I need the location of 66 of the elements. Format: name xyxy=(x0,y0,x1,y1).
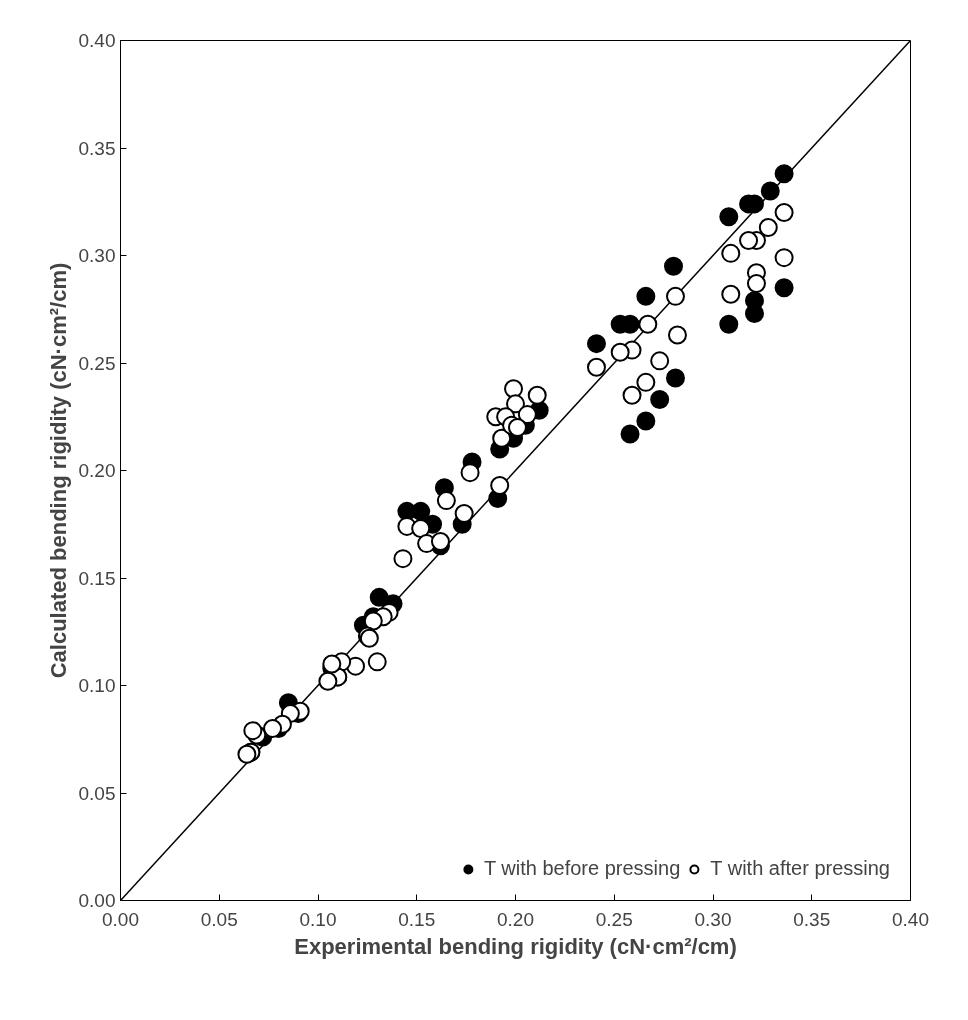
point xyxy=(665,368,685,388)
point xyxy=(758,218,778,238)
point xyxy=(318,671,338,691)
point xyxy=(739,230,759,250)
point xyxy=(636,411,656,431)
point xyxy=(719,207,739,227)
point xyxy=(454,504,474,523)
x-tick-label: 0.15 xyxy=(398,908,436,930)
point xyxy=(744,304,764,324)
point xyxy=(721,284,741,304)
y-tick-label: 0.40 xyxy=(78,30,116,51)
point xyxy=(411,519,431,539)
point xyxy=(586,357,606,377)
y-tick-label: 0.30 xyxy=(78,245,116,266)
point xyxy=(760,181,780,201)
x-tick-label: 0.35 xyxy=(793,908,831,930)
point xyxy=(664,256,683,276)
y-tick-label: 0.10 xyxy=(78,675,116,696)
x-tick-label: 0.00 xyxy=(102,908,139,930)
point xyxy=(650,390,670,410)
y-tick-label: 0.00 xyxy=(78,890,116,911)
point xyxy=(622,385,642,405)
point xyxy=(636,286,656,306)
point xyxy=(369,587,389,607)
point xyxy=(620,424,640,444)
point xyxy=(746,273,766,293)
point xyxy=(610,342,630,362)
point xyxy=(665,286,685,306)
point xyxy=(586,334,606,354)
x-tick-label: 0.05 xyxy=(200,908,238,930)
point xyxy=(774,203,794,222)
point xyxy=(507,418,527,437)
y-tick-label: 0.25 xyxy=(78,352,116,374)
point xyxy=(527,385,547,405)
x-tick-label: 0.20 xyxy=(497,908,534,930)
y-tick-label: 0.05 xyxy=(78,782,116,804)
point xyxy=(460,463,480,483)
point xyxy=(436,491,456,511)
point xyxy=(721,243,741,263)
y-tick-label: 0.20 xyxy=(78,460,116,481)
point xyxy=(650,351,670,371)
point xyxy=(719,314,739,334)
point xyxy=(667,325,687,345)
point xyxy=(517,405,537,425)
x-tick-label: 0.40 xyxy=(892,908,929,930)
point xyxy=(490,476,510,496)
x-axis-title: Experimental bending rigidity (cN·cm²/cm) xyxy=(294,933,737,959)
point xyxy=(393,549,413,569)
point xyxy=(263,719,283,738)
x-tick-label: 0.10 xyxy=(299,908,337,930)
legend-label: T with after pressing xyxy=(710,857,890,880)
point xyxy=(492,428,512,448)
point xyxy=(322,654,342,674)
point xyxy=(774,164,794,184)
point xyxy=(636,372,656,392)
legend-label: T with before pressing xyxy=(483,857,681,880)
y-tick-label: 0.35 xyxy=(78,137,116,159)
point xyxy=(367,652,387,672)
point xyxy=(430,531,450,551)
point xyxy=(638,314,658,334)
y-tick-label: 0.15 xyxy=(78,567,116,589)
y-axis-title: Calculated bending rigidity (cN·cm²/cm) xyxy=(45,262,71,679)
point xyxy=(774,278,794,298)
x-tick-label: 0.30 xyxy=(694,908,732,930)
point xyxy=(774,248,794,268)
x-tick-label: 0.25 xyxy=(595,908,633,930)
